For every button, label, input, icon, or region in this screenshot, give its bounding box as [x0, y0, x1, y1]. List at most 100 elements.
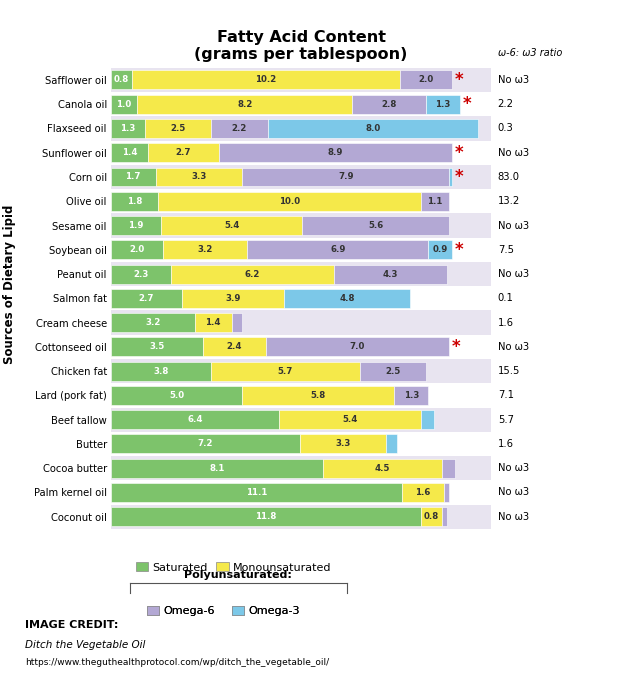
Bar — [195, 313, 231, 332]
Text: 8.1: 8.1 — [209, 464, 225, 473]
Text: 83.0: 83.0 — [498, 172, 520, 182]
Bar — [111, 143, 148, 162]
Bar — [429, 240, 452, 259]
Bar — [402, 483, 444, 502]
Text: 3.8: 3.8 — [153, 367, 169, 376]
Text: 3.3: 3.3 — [335, 439, 351, 448]
Bar — [182, 289, 284, 308]
Text: 4.5: 4.5 — [375, 464, 390, 473]
Bar — [111, 165, 491, 189]
Text: 1.1: 1.1 — [427, 197, 443, 205]
Text: 0.9: 0.9 — [432, 245, 448, 254]
Text: 11.8: 11.8 — [255, 512, 276, 521]
Bar — [161, 216, 302, 235]
Text: 8.2: 8.2 — [237, 100, 252, 108]
Bar — [111, 214, 491, 238]
Bar — [111, 216, 161, 235]
Text: 2.8: 2.8 — [381, 100, 397, 108]
Text: Ditch the Vegetable Oil: Ditch the Vegetable Oil — [25, 640, 146, 650]
Bar — [111, 167, 155, 186]
Text: 0.1: 0.1 — [498, 294, 514, 303]
Text: 3.2: 3.2 — [145, 318, 160, 327]
Bar — [399, 71, 452, 89]
Bar — [111, 383, 491, 407]
Bar — [111, 456, 491, 480]
Bar — [111, 361, 210, 380]
Text: 10.0: 10.0 — [279, 197, 300, 205]
Text: 7.5: 7.5 — [498, 245, 514, 255]
Bar — [111, 407, 491, 432]
Text: 2.7: 2.7 — [139, 294, 154, 303]
Text: No ω3: No ω3 — [498, 463, 529, 473]
Bar — [164, 240, 247, 259]
Text: 1.4: 1.4 — [205, 318, 221, 327]
Text: 5.4: 5.4 — [342, 415, 358, 424]
Text: *: * — [455, 144, 463, 162]
Bar — [420, 507, 441, 526]
Text: 0.8: 0.8 — [424, 512, 439, 521]
Text: 2.7: 2.7 — [176, 148, 191, 157]
Text: 1.7: 1.7 — [126, 172, 141, 182]
Text: No ω3: No ω3 — [498, 512, 529, 521]
Text: 3.3: 3.3 — [191, 172, 207, 182]
Bar — [210, 119, 268, 138]
Text: 7.0: 7.0 — [350, 342, 365, 351]
Bar — [450, 167, 452, 186]
Text: 15.5: 15.5 — [498, 366, 520, 376]
Text: 3.2: 3.2 — [198, 245, 213, 254]
Text: 2.2: 2.2 — [232, 124, 247, 133]
Bar — [420, 192, 450, 211]
Text: 5.8: 5.8 — [311, 391, 326, 400]
Bar — [247, 240, 429, 259]
Text: 1.9: 1.9 — [128, 221, 143, 230]
Text: 1.6: 1.6 — [415, 488, 431, 497]
Text: 6.9: 6.9 — [330, 245, 346, 254]
Text: Sources of Dietary Lipid: Sources of Dietary Lipid — [3, 205, 16, 365]
Title: Fatty Acid Content
(grams per tablespoon): Fatty Acid Content (grams per tablespoon… — [195, 30, 408, 62]
Text: 7.1: 7.1 — [498, 391, 514, 401]
Text: 5.4: 5.4 — [224, 221, 239, 230]
Bar — [268, 119, 478, 138]
Text: Polyunsaturated:: Polyunsaturated: — [184, 570, 292, 580]
Text: 1.0: 1.0 — [117, 100, 132, 108]
Bar — [334, 264, 447, 283]
Bar — [111, 435, 300, 454]
Text: 7.9: 7.9 — [338, 172, 354, 182]
Text: 2.0: 2.0 — [129, 245, 145, 254]
Bar — [111, 504, 491, 529]
Bar — [111, 432, 491, 456]
Bar — [137, 95, 353, 114]
Text: https://www.theguthealthprotocol.com/wp/ditch_the_vegetable_oil/: https://www.theguthealthprotocol.com/wp/… — [25, 658, 330, 666]
Text: No ω3: No ω3 — [498, 75, 529, 85]
Text: No ω3: No ω3 — [498, 148, 529, 158]
Bar — [360, 361, 426, 380]
Bar — [111, 192, 158, 211]
Text: 2.5: 2.5 — [170, 124, 186, 133]
Text: 1.6: 1.6 — [498, 439, 514, 449]
Bar — [394, 386, 429, 405]
Text: 3.9: 3.9 — [225, 294, 241, 303]
Bar — [148, 143, 219, 162]
Text: 1.3: 1.3 — [435, 100, 451, 108]
Bar — [111, 240, 164, 259]
Bar — [441, 507, 447, 526]
Bar — [111, 335, 491, 359]
Bar — [111, 117, 491, 140]
Text: 0.3: 0.3 — [498, 123, 514, 134]
Bar — [302, 216, 450, 235]
Bar — [111, 359, 491, 383]
Bar — [420, 410, 434, 429]
Text: No ω3: No ω3 — [498, 487, 529, 498]
Bar — [444, 483, 450, 502]
Bar — [111, 68, 491, 92]
Bar — [219, 143, 452, 162]
Bar — [111, 71, 132, 89]
Bar — [111, 311, 491, 335]
Bar — [155, 167, 242, 186]
Bar — [210, 361, 360, 380]
Text: 1.3: 1.3 — [404, 391, 419, 400]
Text: 5.0: 5.0 — [169, 391, 184, 400]
Bar — [111, 264, 171, 283]
Text: 13.2: 13.2 — [498, 196, 520, 206]
Text: *: * — [455, 241, 463, 259]
